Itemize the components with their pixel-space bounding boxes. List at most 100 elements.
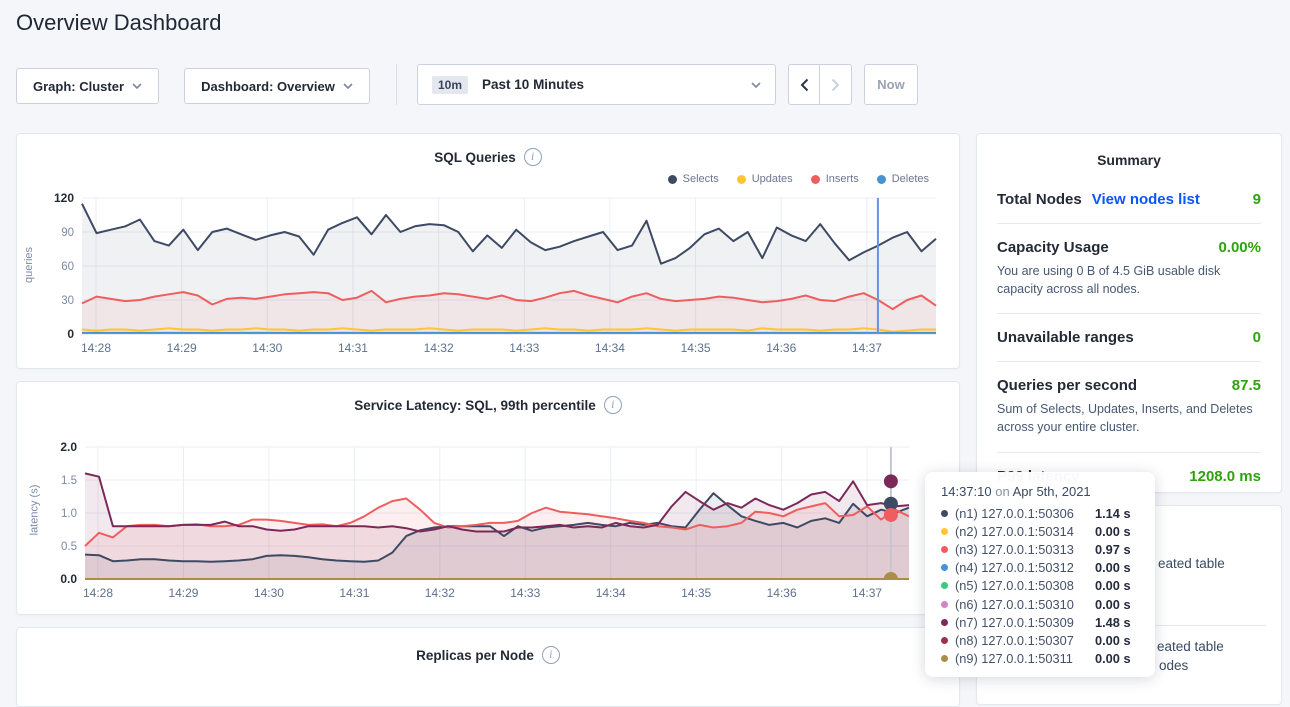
- service-latency-chart[interactable]: 14:28 14:29 14:30 14:31 14:32 14:33 14:34 14:35…: [17, 382, 961, 616]
- svg-text:14:31: 14:31: [338, 341, 368, 355]
- tooltip-node-address: (n7) 127.0.0.1:50309: [955, 614, 1074, 630]
- svg-text:14:30: 14:30: [252, 341, 282, 355]
- legend-item[interactable]: Inserts: [810, 173, 859, 185]
- svg-text:60: 60: [61, 261, 74, 273]
- sql-queries-chart[interactable]: 14:28 14:29 14:30 14:31 14:32 14:33 14:34 14:35…: [17, 134, 961, 370]
- tooltip-node-row: (n7) 127.0.0.1:50309 1.48 s: [941, 613, 1141, 631]
- sql-queries-chart-card: SQL Queries i Selects Updates Inserts Delet…: [16, 133, 960, 369]
- tooltip-node-value: 0.97 s: [1095, 541, 1131, 557]
- svg-text:14:37: 14:37: [852, 586, 882, 600]
- svg-text:14:34: 14:34: [595, 341, 625, 355]
- svg-text:14:34: 14:34: [596, 586, 626, 600]
- svg-text:14:32: 14:32: [425, 586, 455, 600]
- tooltip-node-value: 1.14 s: [1095, 505, 1131, 521]
- svg-text:14:28: 14:28: [81, 341, 111, 355]
- summary-row-value: 9: [1252, 191, 1261, 208]
- legend-item[interactable]: Updates: [736, 173, 793, 185]
- svg-text:14:31: 14:31: [339, 586, 369, 600]
- event-item[interactable]: eated table: [1157, 639, 1224, 654]
- svg-text:0.5: 0.5: [61, 541, 77, 553]
- tooltip-node-row: (n9) 127.0.0.1:50311 0.00 s: [941, 650, 1141, 668]
- summary-row-label: Capacity Usage: [997, 239, 1109, 256]
- service-latency-chart-card: Service Latency: SQL, 99th percentile i …: [16, 381, 960, 615]
- svg-text:2.0: 2.0: [60, 440, 77, 454]
- dashboard-dropdown[interactable]: Dashboard: Overview: [184, 68, 370, 104]
- svg-text:0: 0: [67, 327, 74, 341]
- svg-text:30: 30: [61, 295, 74, 307]
- summary-row-value: 1208.0 ms: [1189, 467, 1261, 485]
- svg-text:14:33: 14:33: [509, 341, 539, 355]
- time-prev-button[interactable]: [788, 64, 820, 105]
- series-color-dot: [941, 636, 948, 644]
- graph-dropdown[interactable]: Graph: Cluster: [16, 68, 159, 104]
- legend-item[interactable]: Selects: [667, 173, 719, 185]
- summary-row-label: Queries per second: [997, 377, 1138, 395]
- tooltip-node-address: (n9) 127.0.0.1:50311: [955, 651, 1073, 667]
- chart-title: Replicas per Node: [416, 647, 534, 663]
- chart-hover-tooltip: 14:37:10 on Apr 5th, 2021 (n1) 127.0.0.1…: [925, 472, 1155, 677]
- legend-label: Selects: [682, 173, 719, 185]
- legend-label: Deletes: [891, 173, 929, 185]
- svg-text:1.5: 1.5: [61, 475, 77, 487]
- svg-text:14:36: 14:36: [767, 586, 797, 600]
- tooltip-node-value: 0.00 s: [1095, 523, 1131, 539]
- summary-row-value: 0: [1252, 329, 1261, 347]
- summary-row: Unavailable ranges 0: [997, 314, 1261, 363]
- svg-text:90: 90: [61, 227, 74, 239]
- legend-color-dot: [876, 174, 886, 184]
- legend-label: Inserts: [825, 173, 859, 185]
- tooltip-node-value: 0.00 s: [1095, 651, 1131, 667]
- tooltip-node-row: (n8) 127.0.0.1:50307 0.00 s: [941, 631, 1141, 649]
- svg-text:14:37: 14:37: [852, 341, 882, 355]
- summary-row-label: Total Nodes: [997, 191, 1082, 208]
- svg-text:1.0: 1.0: [61, 508, 77, 520]
- tooltip-node-value: 0.00 s: [1095, 578, 1131, 594]
- tooltip-node-address: (n1) 127.0.0.1:50306: [955, 505, 1074, 521]
- toolbar-divider: [396, 64, 397, 105]
- summary-row: Capacity Usage 0.00% You are using 0 B of …: [997, 224, 1261, 315]
- time-range-badge: 10m: [432, 75, 469, 94]
- legend-item[interactable]: Deletes: [876, 173, 929, 185]
- summary-row-value: 87.5: [1231, 377, 1261, 395]
- summary-row-description: You are using 0 B of 4.5 GiB usable disk…: [997, 264, 1221, 297]
- series-color-dot: [941, 564, 948, 572]
- tooltip-node-row: (n5) 127.0.0.1:50308 0.00 s: [941, 577, 1141, 595]
- svg-text:14:32: 14:32: [424, 341, 454, 355]
- summary-row-description: Sum of Selects, Updates, Inserts, and De…: [997, 402, 1253, 435]
- info-icon[interactable]: i: [603, 396, 622, 414]
- svg-text:14:35: 14:35: [681, 586, 711, 600]
- chart-title: SQL Queries: [434, 149, 516, 165]
- tooltip-node-address: (n2) 127.0.0.1:50314: [955, 523, 1074, 539]
- svg-text:14:35: 14:35: [681, 341, 711, 355]
- chevron-left-icon: [800, 78, 808, 91]
- tooltip-node-value: 0.00 s: [1095, 560, 1131, 576]
- time-range-dropdown[interactable]: 10m Past 10 Minutes: [417, 64, 776, 105]
- series-color-dot: [941, 618, 948, 626]
- dashboard-dropdown-label: Dashboard: Overview: [201, 78, 335, 94]
- summary-title: Summary: [1097, 152, 1161, 168]
- svg-text:14:33: 14:33: [510, 586, 540, 600]
- now-button[interactable]: Now: [864, 64, 918, 105]
- series-color-dot: [941, 600, 948, 608]
- legend-label: Updates: [751, 173, 793, 185]
- chevron-down-icon: [751, 81, 761, 88]
- event-item[interactable]: odes: [1159, 658, 1189, 673]
- legend-color-dot: [810, 174, 820, 184]
- chevron-right-icon: [831, 78, 840, 91]
- series-color-dot: [941, 582, 948, 590]
- tooltip-node-row: (n1) 127.0.0.1:50306 1.14 s: [941, 504, 1141, 522]
- time-next-button[interactable]: [819, 64, 852, 105]
- svg-text:14:28: 14:28: [83, 586, 113, 600]
- info-icon[interactable]: i: [523, 148, 542, 166]
- view-nodes-list-link[interactable]: View nodes list: [1091, 191, 1200, 208]
- tooltip-node-address: (n5) 127.0.0.1:50308: [955, 578, 1074, 594]
- series-color-dot: [941, 509, 948, 517]
- series-color-dot: [941, 545, 948, 553]
- info-icon[interactable]: i: [541, 646, 560, 664]
- svg-text:120: 120: [54, 191, 74, 205]
- svg-text:0.0: 0.0: [60, 572, 77, 586]
- svg-text:14:36: 14:36: [766, 341, 796, 355]
- graph-dropdown-label: Graph: Cluster: [32, 78, 124, 94]
- event-item[interactable]: eated table: [1158, 556, 1225, 571]
- summary-row-label: Unavailable ranges: [997, 329, 1134, 347]
